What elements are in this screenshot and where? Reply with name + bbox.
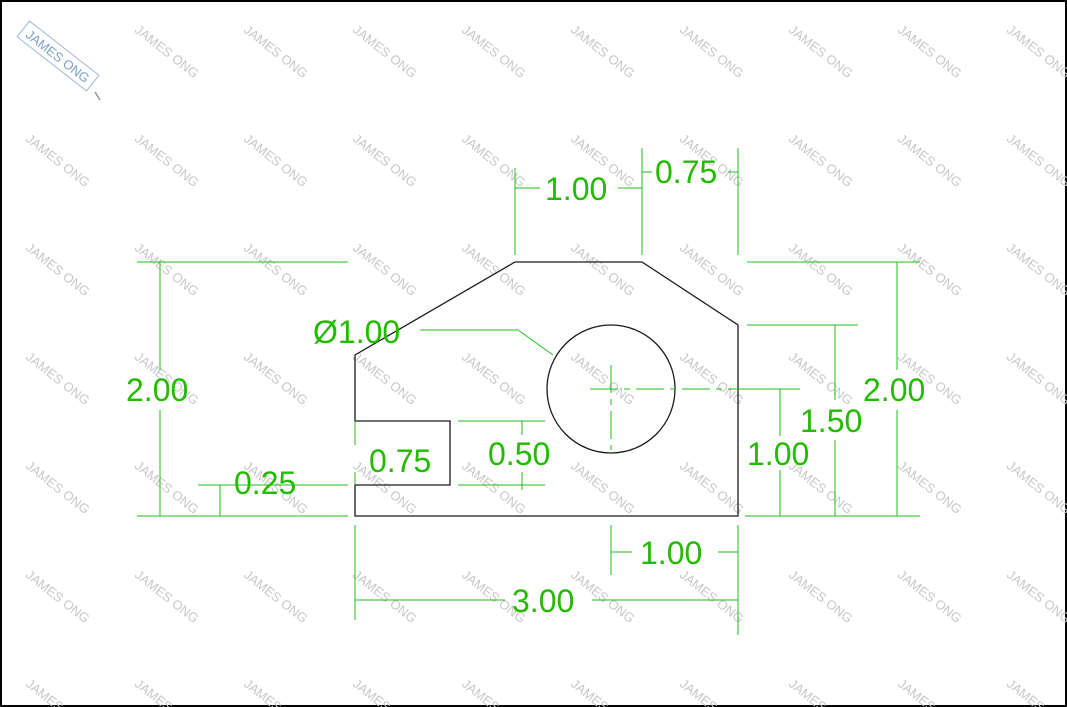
watermark-stamp-frame xyxy=(16,20,100,92)
watermark-text: JAMES ONG xyxy=(23,458,93,517)
watermark-text: JAMES ONG xyxy=(568,567,638,626)
watermark-text: JAMES ONG xyxy=(23,567,93,626)
watermark-text: JAMES ONG xyxy=(132,22,202,81)
dimension-slot-height: 0.75 xyxy=(369,443,431,479)
dimension-slot-depth: 0.50 xyxy=(488,436,550,472)
watermark-text: JAMES ONG xyxy=(1004,240,1067,299)
watermark-text: JAMES ONG xyxy=(1004,676,1067,707)
watermark-text: JAMES ONG xyxy=(786,131,856,190)
watermark-text: JAMES ONG xyxy=(23,240,93,299)
dimension-overall-width: 3.00 xyxy=(512,583,574,619)
watermark-text: JAMES ONG xyxy=(677,240,747,299)
watermark-text: JAMES ONG xyxy=(459,676,529,707)
watermark-text: JAMES ONG xyxy=(677,567,747,626)
watermark-text: JAMES ONG xyxy=(895,567,965,626)
watermark-text: JAMES ONG xyxy=(23,676,93,707)
watermark-text: JAMES ONG xyxy=(132,458,202,517)
watermark-text: JAMES ONG xyxy=(895,458,965,517)
watermark-text: JAMES ONG xyxy=(786,240,856,299)
part-outline xyxy=(354,261,739,517)
dimension-top-right-width: 0.75 xyxy=(655,154,717,190)
watermark-text: JAMES ONG xyxy=(677,676,747,707)
watermark-text: JAMES ONG xyxy=(895,676,965,707)
dimension-hole-diameter: Ø1.00 xyxy=(313,314,400,350)
watermark-text: JAMES ONG xyxy=(677,349,747,408)
watermark-text: JAMES ONG xyxy=(459,349,529,408)
dimension-right-height: 2.00 xyxy=(863,372,925,408)
watermark-text: JAMES ONG xyxy=(677,458,747,517)
watermark-text: JAMES ONG xyxy=(1004,22,1067,81)
watermark-text: JAMES ONG xyxy=(1004,349,1067,408)
watermark-text: JAMES ONG xyxy=(677,22,747,81)
watermark-text: JAMES ONG xyxy=(241,240,311,299)
watermark-text: JAMES ONG xyxy=(350,240,420,299)
watermark-stamp-text: JAMES ONG xyxy=(23,27,93,86)
watermark-text: JAMES ONG xyxy=(241,22,311,81)
watermark-text: JAMES ONG xyxy=(568,349,638,408)
watermark-text: JAMES ONG xyxy=(132,131,202,190)
watermark-text: JAMES ONG xyxy=(568,22,638,81)
watermark-text: JAMES ONG xyxy=(23,131,93,190)
watermark-text: JAMES ONG xyxy=(786,22,856,81)
watermark-text: JAMES ONG xyxy=(132,567,202,626)
watermark-text: JAMES ONG xyxy=(350,676,420,707)
watermark-text: JAMES ONG xyxy=(350,567,420,626)
watermark-text: JAMES ONG xyxy=(1004,567,1067,626)
watermark-text: JAMES ONG xyxy=(568,676,638,707)
dimension-left-height: 2.00 xyxy=(126,372,188,408)
watermark-text: JAMES ONG xyxy=(568,458,638,517)
watermark-text: JAMES ONG xyxy=(132,240,202,299)
dimension-top-width: 1.00 xyxy=(545,171,607,207)
dimension-lines xyxy=(137,148,920,635)
watermark-text: JAMES ONG xyxy=(1004,131,1067,190)
watermark-stamp-mark xyxy=(94,91,101,101)
watermark-text: JAMES ONG xyxy=(895,131,965,190)
watermark-text: JAMES ONG xyxy=(459,240,529,299)
watermark-text: JAMES ONG xyxy=(241,131,311,190)
watermark-text: JAMES ONG xyxy=(786,676,856,707)
dimension-right-upper: 1.50 xyxy=(800,403,862,439)
dimension-slot-bottom: 0.25 xyxy=(234,465,296,501)
watermark-text: JAMES ONG xyxy=(568,240,638,299)
watermark-text: JAMES ONG xyxy=(895,22,965,81)
watermark-text: JAMES ONG xyxy=(241,349,311,408)
watermark-text: JAMES ONG xyxy=(786,349,856,408)
watermark-text: JAMES ONG xyxy=(350,131,420,190)
watermark-text: JAMES ONG xyxy=(459,131,529,190)
dimension-hole-center-height: 1.00 xyxy=(747,436,809,472)
watermark-text: JAMES ONG xyxy=(350,349,420,408)
watermark-text: JAMES ONG xyxy=(786,567,856,626)
watermark-text: JAMES ONG xyxy=(459,22,529,81)
watermark-stamp: JAMES ONG xyxy=(16,20,100,92)
watermark-text: JAMES ONG xyxy=(241,676,311,707)
dimension-hole-center-offset: 1.00 xyxy=(640,535,702,571)
watermark-text: JAMES ONG xyxy=(895,240,965,299)
watermark-text: JAMES ONG xyxy=(23,349,93,408)
watermark-text: JAMES ONG xyxy=(350,22,420,81)
watermark-text: JAMES ONG xyxy=(241,567,311,626)
watermark-text: JAMES ONG xyxy=(132,676,202,707)
watermark-text: JAMES ONG xyxy=(1004,458,1067,517)
